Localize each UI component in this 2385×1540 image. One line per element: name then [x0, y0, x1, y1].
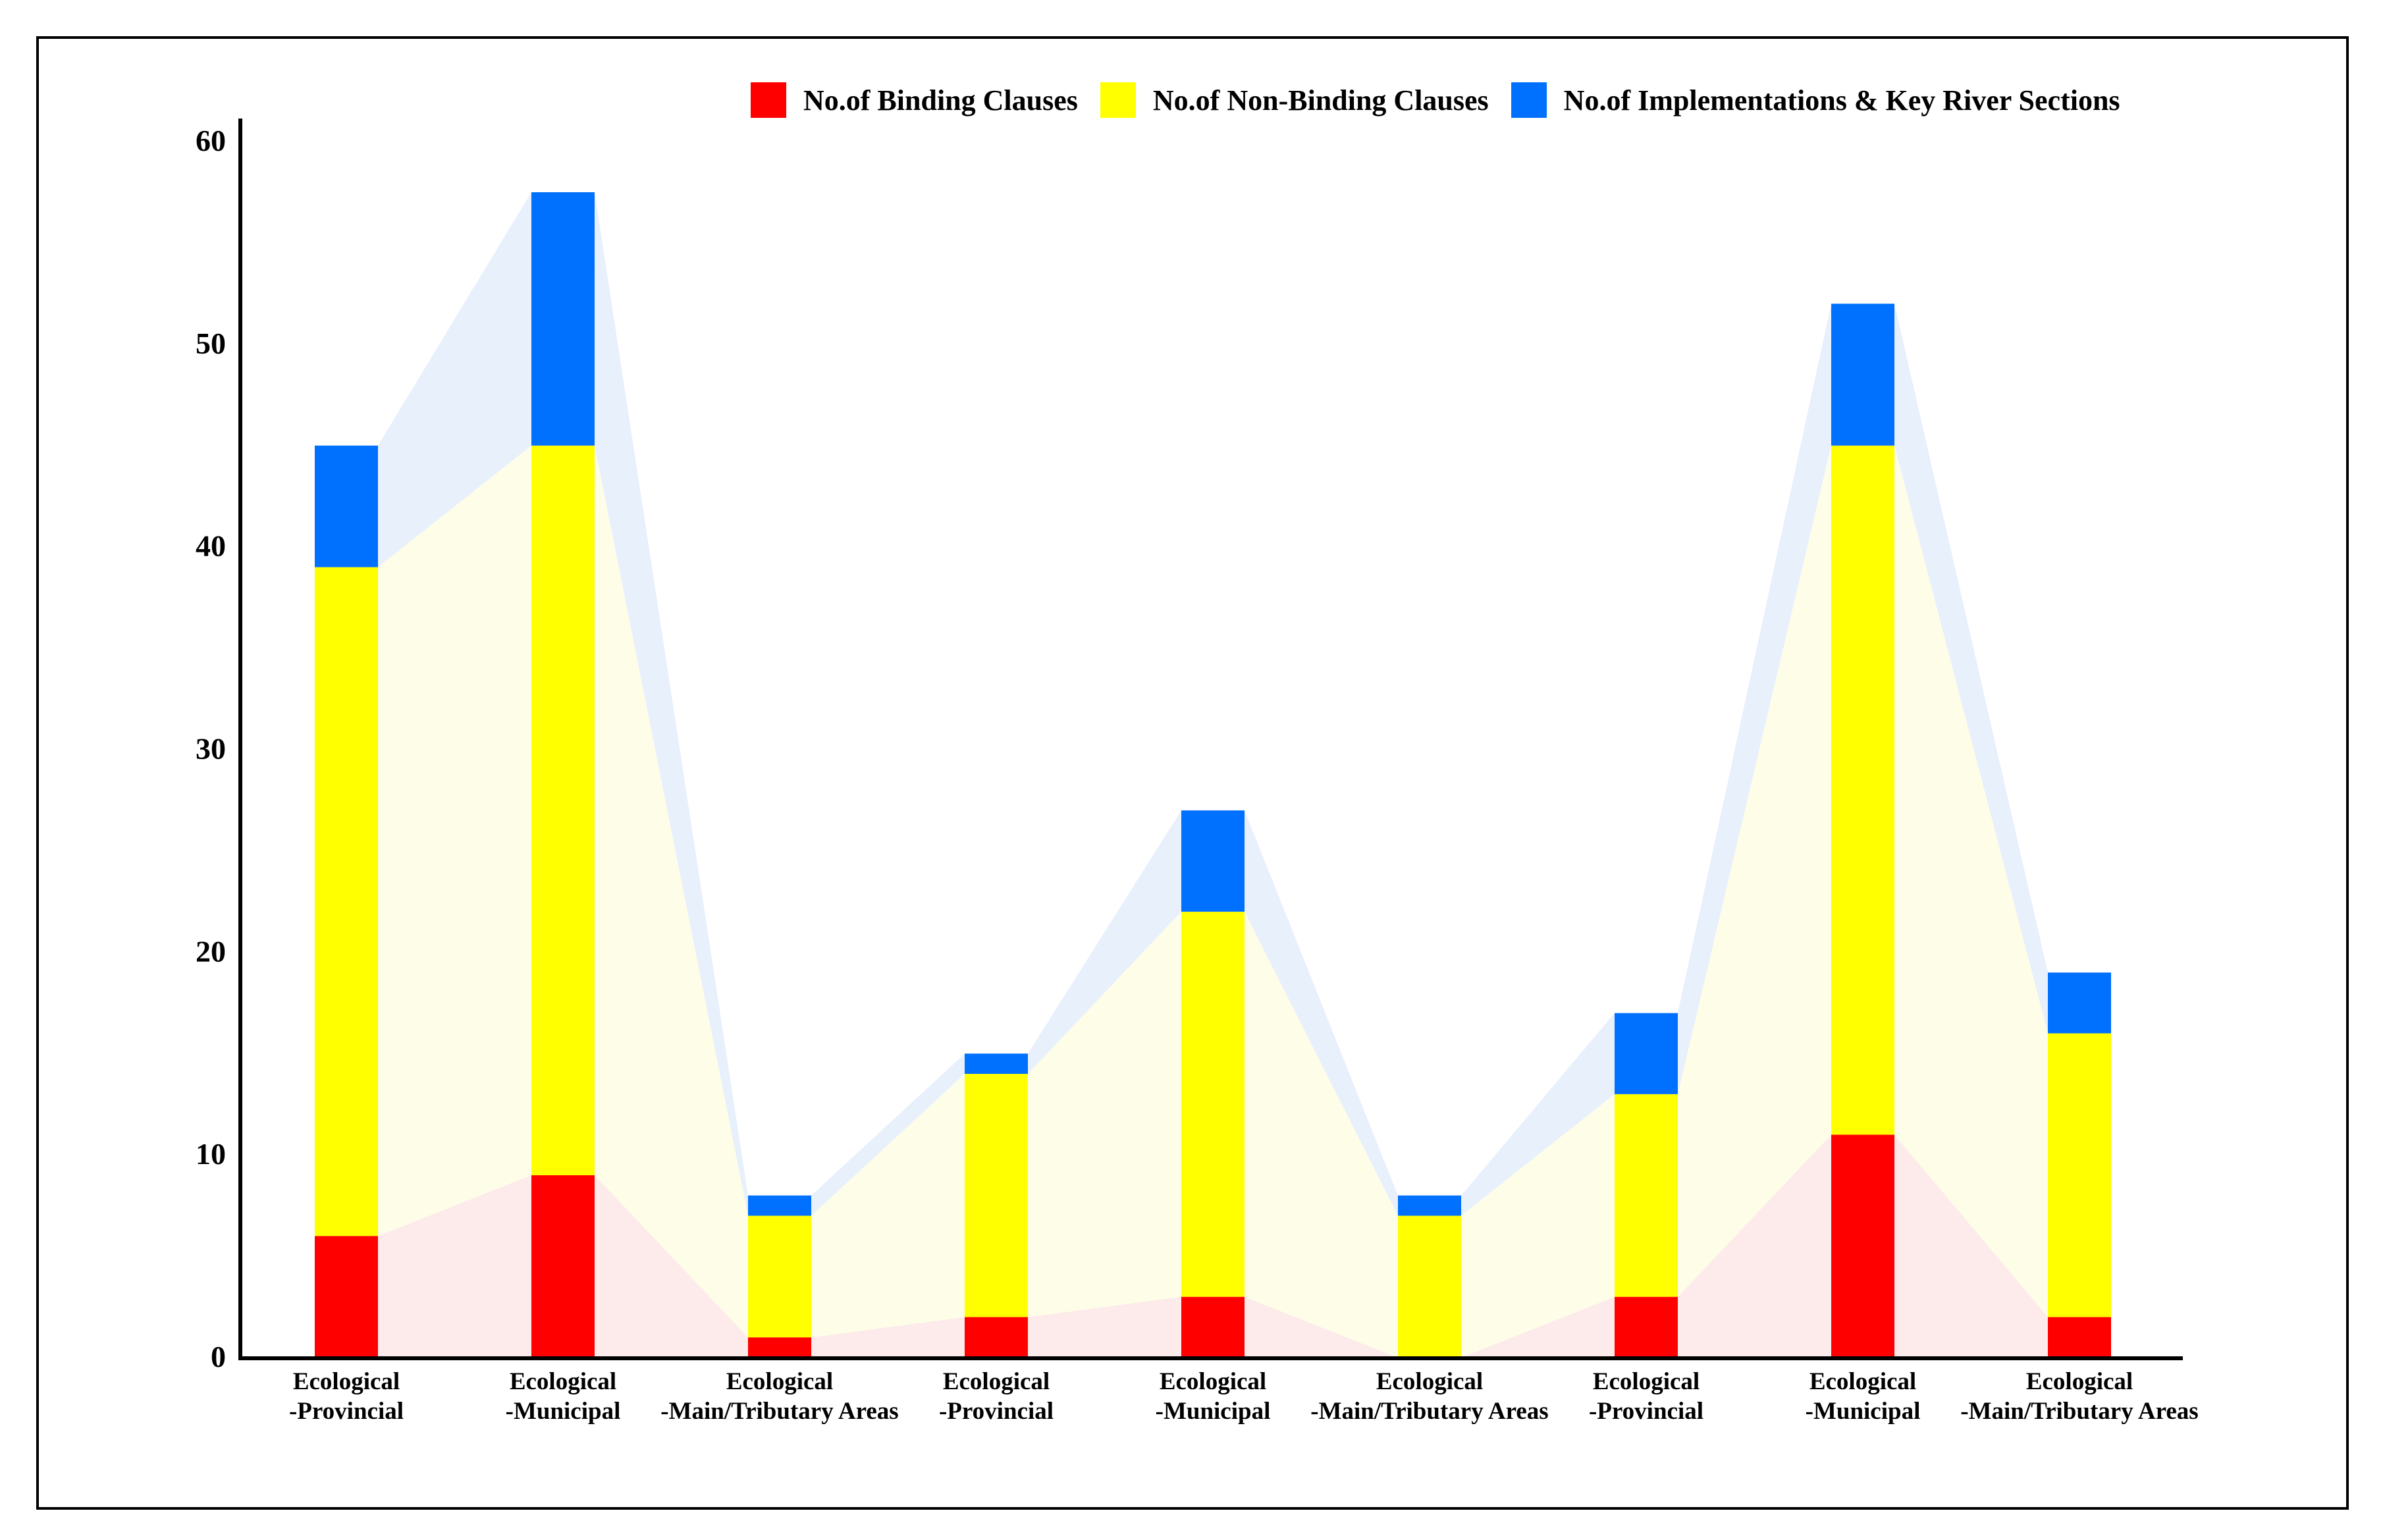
area-band-series-3-between-6-7	[1461, 1013, 1615, 1216]
area-band-series-1-between-7-8	[1678, 1134, 1831, 1358]
x-tick-label-7-line-1: Ecological	[1593, 1368, 1700, 1395]
legend-swatch-binding	[751, 82, 786, 118]
bar-segment-series-3-category-7	[1615, 1013, 1678, 1094]
area-band-series-1-between-6-7	[1461, 1296, 1615, 1358]
bar-segment-series-1-category-3	[748, 1337, 811, 1358]
legend-item-implementations: No.of Implementations & Key River Sectio…	[1511, 82, 2120, 118]
area-band-series-1-between-4-5	[1028, 1296, 1181, 1358]
x-tick-label-6-line-1: Ecological	[1376, 1368, 1483, 1395]
bar-segment-series-2-category-5	[1181, 911, 1245, 1297]
area-band-series-2-between-6-7	[1461, 1094, 1615, 1358]
area-band-series-1-between-1-2	[378, 1175, 531, 1358]
x-tick-label-8-line-2: -Municipal	[1806, 1398, 1921, 1425]
x-tick-labels: Ecological -Provincial Ecological -Municipa…	[289, 1368, 2199, 1425]
x-tick-label-3-line-1: Ecological	[726, 1368, 833, 1395]
bar-segment-series-1-category-7	[1615, 1296, 1678, 1358]
area-band-series-2-between-3-4	[811, 1074, 965, 1338]
bar-segment-series-1-category-8	[1831, 1134, 1894, 1358]
bar-segment-series-1-category-1	[315, 1236, 378, 1358]
x-tick-label-1-line-1: Ecological	[293, 1368, 400, 1395]
legend-item-binding: No.of Binding Clauses	[751, 82, 1078, 118]
area-band-series-3-between-3-4	[811, 1053, 965, 1216]
axes-layer	[238, 119, 2183, 1360]
x-tick-label-9-line-1: Ecological	[2026, 1368, 2133, 1395]
x-tick-label-2-line-1: Ecological	[510, 1368, 616, 1395]
area-band-series-2-between-8-9	[1894, 445, 2048, 1317]
bar-segment-series-3-category-5	[1181, 810, 1245, 912]
bar-segment-series-2-category-9	[2048, 1033, 2111, 1317]
y-tick-label-20: 20	[196, 934, 226, 968]
bar-segment-series-2-category-4	[965, 1074, 1028, 1317]
x-tick-label-2-line-2: -Municipal	[506, 1398, 621, 1425]
legend-label-non-binding: No.of Non-Binding Clauses	[1152, 84, 1489, 117]
y-tick-label-60: 60	[196, 124, 226, 157]
bar-segment-series-3-category-6	[1398, 1195, 1461, 1216]
area-band-series-1-between-5-6	[1245, 1296, 1398, 1358]
area-band-series-2-between-5-6	[1245, 911, 1398, 1358]
legend-item-non-binding: No.of Non-Binding Clauses	[1100, 82, 1489, 118]
x-tick-label-9-line-2: -Main/Tributary Areas	[1960, 1398, 2198, 1425]
bar-segment-series-3-category-1	[315, 445, 378, 568]
legend: No.of Binding Clauses No.of Non-Binding …	[751, 80, 2120, 120]
area-band-series-1-between-8-9	[1894, 1134, 2048, 1358]
area-band-series-3-between-5-6	[1245, 810, 1398, 1216]
y-tick-label-40: 40	[196, 529, 226, 563]
x-tick-label-6-line-2: -Main/Tributary Areas	[1310, 1398, 1548, 1425]
area-band-series-3-between-8-9	[1894, 304, 2048, 1034]
bar-segment-series-2-category-8	[1831, 445, 1894, 1135]
area-band-series-3-between-2-3	[595, 192, 748, 1216]
bar-segment-series-2-category-7	[1615, 1094, 1678, 1297]
bar-segment-series-1-category-2	[531, 1175, 595, 1358]
y-tick-label-0: 0	[211, 1340, 226, 1373]
x-tick-label-3-line-2: -Main/Tributary Areas	[660, 1398, 898, 1425]
bar-segment-series-1-category-9	[2048, 1317, 2111, 1358]
area-band-series-1-between-3-4	[811, 1317, 965, 1358]
x-tick-label-8-line-1: Ecological	[1809, 1368, 1916, 1395]
x-tick-label-1-line-2: -Provincial	[289, 1398, 404, 1425]
area-band-series-3-between-4-5	[1028, 810, 1181, 1075]
area-band-series-3-between-1-2	[378, 192, 531, 568]
area-band-series-2-between-4-5	[1028, 911, 1181, 1317]
bar-segment-series-2-category-2	[531, 445, 595, 1175]
bar-segment-series-3-category-9	[2048, 972, 2111, 1034]
bar-segment-series-3-category-8	[1831, 304, 1894, 446]
area-band-series-2-between-1-2	[378, 445, 531, 1236]
area-band-series-1-between-2-3	[595, 1175, 748, 1358]
y-tick-label-10: 10	[196, 1137, 226, 1171]
y-tick-labels: 0 10 20 30 40 50 60	[196, 124, 226, 1373]
x-tick-label-7-line-2: -Provincial	[1589, 1398, 1703, 1425]
bar-segment-series-2-category-1	[315, 567, 378, 1236]
bar-segment-series-2-category-3	[748, 1215, 811, 1338]
bar-segment-series-1-category-4	[965, 1317, 1028, 1358]
legend-swatch-implementations	[1511, 82, 1547, 118]
bar-segment-series-3-category-4	[965, 1053, 1028, 1075]
x-tick-label-4-line-1: Ecological	[943, 1368, 1050, 1395]
area-band-series-3-between-7-8	[1678, 304, 1831, 1094]
bar-segment-series-3-category-2	[531, 192, 595, 446]
area-layer	[378, 192, 2048, 1358]
x-tick-label-4-line-2: -Provincial	[939, 1398, 1054, 1425]
bar-segment-series-1-category-5	[1181, 1296, 1245, 1358]
legend-label-binding: No.of Binding Clauses	[803, 84, 1078, 117]
legend-swatch-non-binding	[1100, 82, 1136, 118]
bar-segment-series-3-category-3	[748, 1195, 811, 1216]
y-tick-label-30: 30	[196, 732, 226, 766]
legend-label-implementations: No.of Implementations & Key River Sectio…	[1563, 84, 2120, 117]
bar-segment-series-2-category-6	[1398, 1215, 1461, 1358]
area-band-series-2-between-2-3	[595, 445, 748, 1338]
y-tick-label-50: 50	[196, 327, 226, 360]
area-band-series-2-between-7-8	[1678, 445, 1831, 1297]
x-tick-label-5-line-1: Ecological	[1160, 1368, 1266, 1395]
bars-layer	[315, 192, 2111, 1358]
x-tick-label-5-line-2: -Municipal	[1156, 1398, 1271, 1425]
